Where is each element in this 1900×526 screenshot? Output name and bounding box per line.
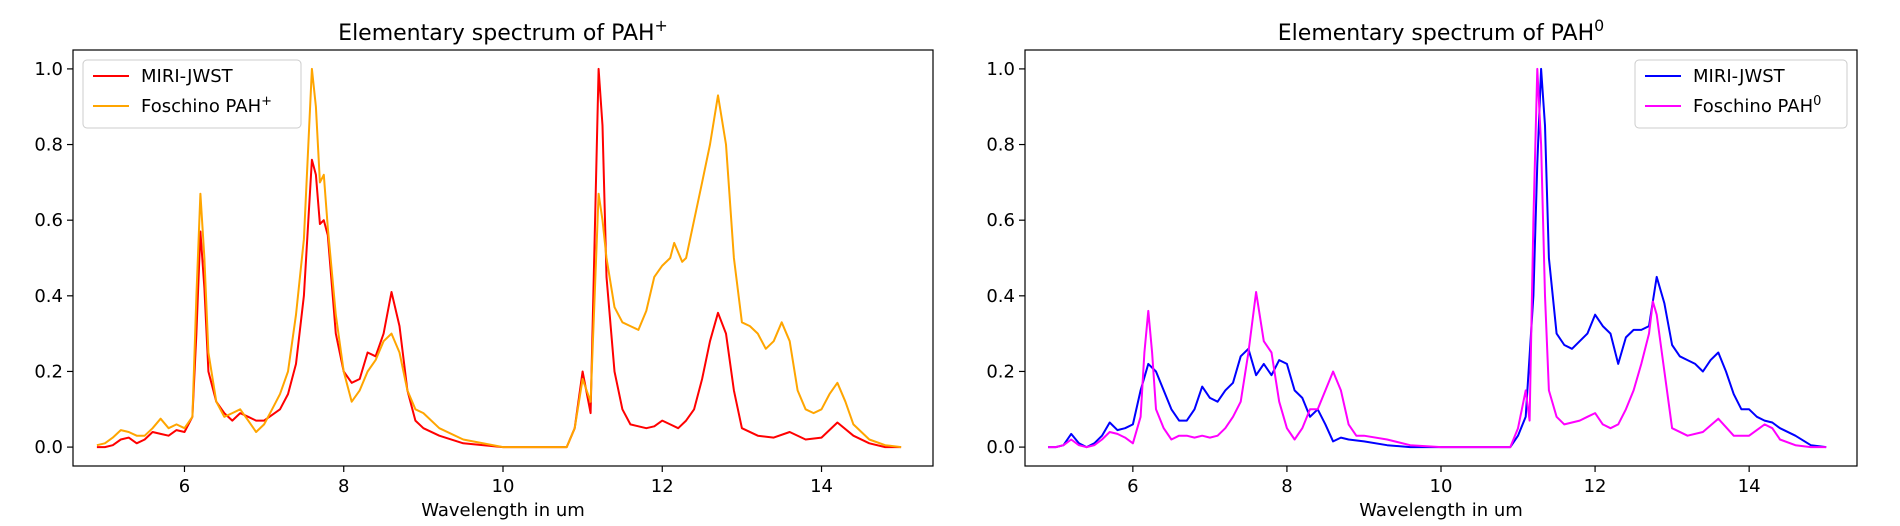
legend-label-text: MIRI-JWST: [1693, 66, 1786, 87]
chart-title: Elementary spectrum of PAH0: [1278, 16, 1604, 47]
x-axis-label: Wavelength in um: [421, 500, 585, 521]
y-tick-label: 0.6: [986, 210, 1015, 231]
legend-box: [82, 59, 302, 129]
chart-panel-1: Elementary spectrum of PAH+6 8 10 12 140.00.…: [34, 16, 934, 521]
legend-label-superscript: 0: [1813, 94, 1821, 109]
legend-label-superscript: +: [261, 94, 272, 109]
chart-title-superscript: 0: [1594, 16, 1604, 35]
series-line-2: [1048, 67, 1827, 449]
y-tick-label: 0.8: [34, 135, 63, 156]
legend-label: Foschino PAH0: [1693, 94, 1821, 118]
series-line-2: [96, 67, 902, 449]
chart-title: Elementary spectrum of PAH+: [338, 16, 668, 47]
chart-title-text: Elementary spectrum of PAH: [1278, 21, 1594, 46]
x-tick-label: 14: [1738, 476, 1761, 497]
y-tick-label: 0.0: [986, 437, 1015, 458]
y-tick-label: 1.0: [34, 59, 63, 80]
y-tick-label: 0.4: [34, 286, 63, 307]
legend-label-text: Foschino PAH: [1693, 96, 1813, 117]
y-tick-label: 1.0: [986, 59, 1015, 80]
x-tick-label: 12: [1584, 476, 1607, 497]
legend: MIRI-JWST Foschino PAH0: [1634, 59, 1848, 129]
y-tick-label: 0.6: [34, 210, 63, 231]
y-tick-label: 0.8: [986, 135, 1015, 156]
chart-title-text: Elementary spectrum of PAH: [338, 21, 654, 46]
x-axis-label: Wavelength in um: [1359, 500, 1523, 521]
x-tick-label: 10: [492, 476, 515, 497]
x-tick-label: 6: [1127, 476, 1138, 497]
y-tick-label: 0.4: [986, 286, 1015, 307]
x-tick-label: 8: [1281, 476, 1292, 497]
legend-label: MIRI-JWST: [1693, 66, 1786, 87]
y-tick-label: 0.0: [34, 437, 63, 458]
legend: MIRI-JWST Foschino PAH+: [82, 59, 302, 129]
x-tick-label: 6: [179, 476, 190, 497]
legend-label: MIRI-JWST: [141, 66, 234, 87]
x-tick-label: 8: [338, 476, 349, 497]
y-tick-label: 0.2: [34, 361, 63, 382]
x-tick-label: 12: [651, 476, 674, 497]
chart-title-superscript: +: [655, 16, 668, 35]
y-tick-label: 0.2: [986, 361, 1015, 382]
legend-box: [1634, 59, 1848, 129]
legend-label-text: MIRI-JWST: [141, 66, 234, 87]
x-tick-label: 14: [810, 476, 833, 497]
series-line-1: [96, 67, 902, 449]
x-tick-label: 10: [1430, 476, 1453, 497]
legend-label-text: Foschino PAH: [141, 96, 261, 117]
legend-label: Foschino PAH+: [141, 94, 272, 118]
